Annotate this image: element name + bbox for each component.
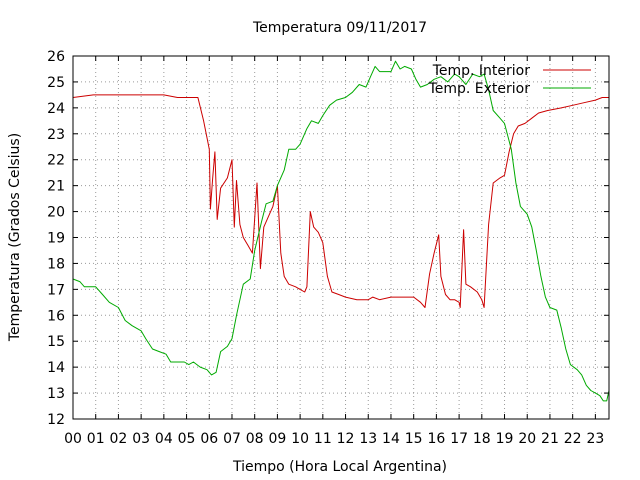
x-tick-label: 12: [337, 431, 355, 447]
x-tick-label: 16: [427, 431, 445, 447]
y-tick-label: 23: [47, 127, 65, 143]
x-tick-label: 03: [132, 431, 150, 447]
x-tick-label: 19: [496, 431, 514, 447]
x-tick-label: 22: [564, 431, 582, 447]
x-tick-label: 10: [291, 431, 309, 447]
y-tick-label: 21: [47, 179, 65, 195]
y-tick-label: 12: [47, 412, 65, 428]
y-tick-label: 24: [47, 101, 65, 117]
y-tick-label: 22: [47, 153, 65, 169]
y-tick-label: 18: [47, 256, 65, 272]
x-tick-label: 06: [200, 431, 218, 447]
x-tick-label: 02: [110, 431, 128, 447]
y-tick-label: 14: [47, 360, 65, 376]
x-tick-label: 04: [155, 431, 173, 447]
y-tick-label: 13: [47, 386, 65, 402]
x-tick-label: 21: [541, 431, 559, 447]
y-tick-label: 15: [47, 334, 65, 350]
y-tick-label: 19: [47, 231, 65, 247]
series-line-exterior: [72, 60, 610, 402]
legend-label-exterior: Temp. Exterior: [428, 81, 531, 97]
x-tick-label: 14: [382, 431, 400, 447]
legend: Temp. Interior Temp. Exterior: [428, 63, 591, 97]
x-tick-label: 15: [405, 431, 423, 447]
x-tick-label: 20: [518, 431, 536, 447]
y-tick-label: 25: [47, 75, 65, 91]
legend-label-interior: Temp. Interior: [432, 63, 531, 79]
y-axis-label: Temperatura (Grados Celsius): [7, 133, 23, 342]
series-layer: [72, 60, 610, 402]
x-tick-label: 05: [178, 431, 196, 447]
x-tick-label: 00: [64, 431, 82, 447]
axis-ticks: 00 01 02 03 04 05 06 07 08 09 10 11 12 13 14 15 16 17 18 19…: [47, 49, 609, 447]
x-tick-label: 08: [246, 431, 264, 447]
x-tick-label: 23: [586, 431, 604, 447]
y-tick-label: 26: [47, 49, 65, 65]
x-tick-label: 18: [473, 431, 491, 447]
x-tick-label: 09: [268, 431, 286, 447]
x-tick-label: 11: [314, 431, 332, 447]
y-tick-label: 16: [47, 308, 65, 324]
series-line-interior: [72, 94, 609, 308]
y-tick-label: 20: [47, 205, 65, 221]
x-tick-label: 01: [87, 431, 105, 447]
x-tick-label: 07: [223, 431, 241, 447]
x-tick-label: 13: [359, 431, 377, 447]
x-axis-label: Tiempo (Hora Local Argentina): [232, 459, 447, 475]
y-tick-label: 17: [47, 282, 65, 298]
x-tick-label: 17: [450, 431, 468, 447]
chart-title: Temperatura 09/11/2017: [252, 20, 427, 36]
grid-lines: [73, 56, 609, 419]
